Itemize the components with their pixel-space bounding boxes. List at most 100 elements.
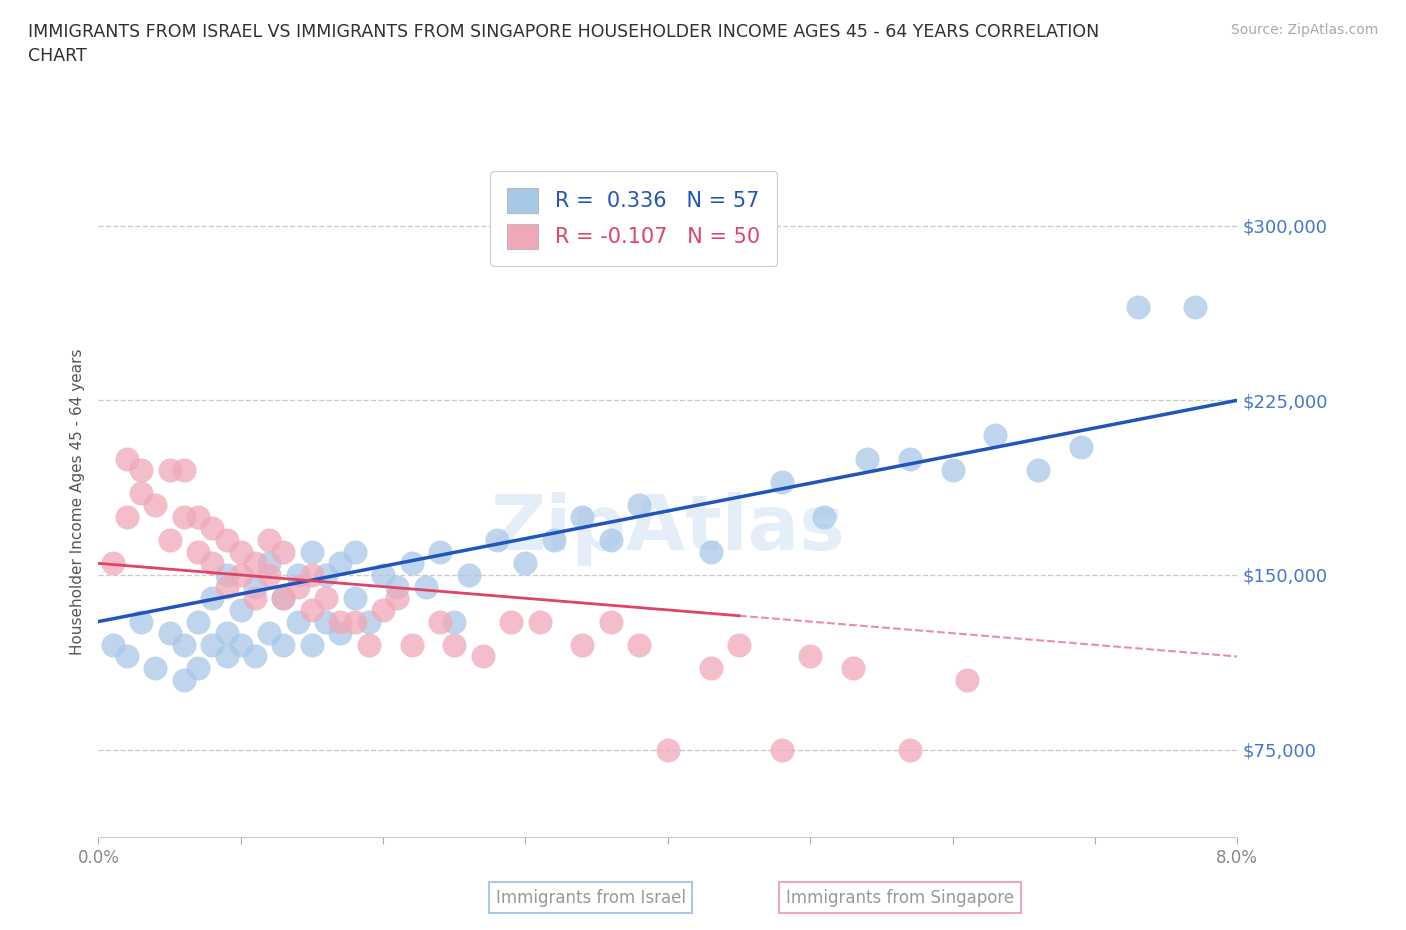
Point xyxy=(173,672,195,687)
Point xyxy=(201,591,224,605)
Point xyxy=(571,510,593,525)
Point xyxy=(956,672,979,687)
Point xyxy=(201,637,224,652)
Point xyxy=(229,567,252,582)
Point xyxy=(728,637,751,652)
Point xyxy=(115,451,138,466)
Point xyxy=(259,567,281,582)
Point xyxy=(429,614,451,629)
Point xyxy=(215,567,238,582)
Legend: R =  0.336   N = 57, R = -0.107   N = 50: R = 0.336 N = 57, R = -0.107 N = 50 xyxy=(491,171,778,266)
Point xyxy=(401,637,423,652)
Point xyxy=(215,626,238,641)
Point xyxy=(699,544,721,559)
Point xyxy=(329,626,352,641)
Point xyxy=(187,614,209,629)
Point xyxy=(813,510,835,525)
Point xyxy=(628,637,651,652)
Point xyxy=(343,614,366,629)
Point xyxy=(273,591,295,605)
Point xyxy=(145,660,167,675)
Point xyxy=(1070,440,1092,455)
Text: Immigrants from Singapore: Immigrants from Singapore xyxy=(786,889,1014,907)
Point xyxy=(301,637,323,652)
Point xyxy=(343,591,366,605)
Point xyxy=(129,486,152,501)
Point xyxy=(329,556,352,571)
Point xyxy=(243,556,266,571)
Point xyxy=(215,649,238,664)
Point xyxy=(357,614,380,629)
Point xyxy=(443,637,465,652)
Point xyxy=(842,660,865,675)
Point xyxy=(401,556,423,571)
Point xyxy=(115,649,138,664)
Point xyxy=(600,533,623,548)
Point xyxy=(942,463,965,478)
Text: Source: ZipAtlas.com: Source: ZipAtlas.com xyxy=(1230,23,1378,37)
Point xyxy=(357,637,380,652)
Point xyxy=(315,591,337,605)
Point xyxy=(201,521,224,536)
Point xyxy=(187,544,209,559)
Point xyxy=(301,603,323,618)
Point xyxy=(173,510,195,525)
Y-axis label: Householder Income Ages 45 - 64 years: Householder Income Ages 45 - 64 years xyxy=(69,349,84,656)
Point xyxy=(301,567,323,582)
Point xyxy=(501,614,523,629)
Point xyxy=(343,544,366,559)
Point xyxy=(415,579,437,594)
Point xyxy=(287,579,309,594)
Point xyxy=(799,649,821,664)
Point xyxy=(515,556,537,571)
Point xyxy=(770,742,793,757)
Point xyxy=(287,567,309,582)
Point xyxy=(273,637,295,652)
Point xyxy=(159,626,181,641)
Point xyxy=(229,544,252,559)
Point xyxy=(471,649,494,664)
Point xyxy=(1184,299,1206,314)
Point xyxy=(301,544,323,559)
Point xyxy=(1026,463,1049,478)
Text: Immigrants from Israel: Immigrants from Israel xyxy=(495,889,686,907)
Point xyxy=(243,591,266,605)
Point xyxy=(187,510,209,525)
Point xyxy=(600,614,623,629)
Point xyxy=(201,556,224,571)
Point xyxy=(273,591,295,605)
Point xyxy=(699,660,721,675)
Point xyxy=(129,463,152,478)
Point xyxy=(387,591,409,605)
Text: ZipAtlas: ZipAtlas xyxy=(491,492,845,566)
Point xyxy=(898,451,921,466)
Point xyxy=(387,579,409,594)
Point xyxy=(173,637,195,652)
Point xyxy=(129,614,152,629)
Point xyxy=(101,556,124,571)
Point xyxy=(1126,299,1149,314)
Point xyxy=(371,603,394,618)
Point xyxy=(315,614,337,629)
Point xyxy=(159,463,181,478)
Point xyxy=(329,614,352,629)
Point xyxy=(856,451,879,466)
Point xyxy=(429,544,451,559)
Point xyxy=(543,533,565,548)
Point xyxy=(259,626,281,641)
Point xyxy=(259,556,281,571)
Point xyxy=(215,533,238,548)
Point xyxy=(187,660,209,675)
Point xyxy=(770,474,793,489)
Point xyxy=(243,579,266,594)
Point xyxy=(215,579,238,594)
Point xyxy=(984,428,1007,443)
Point xyxy=(243,649,266,664)
Point xyxy=(371,567,394,582)
Point xyxy=(571,637,593,652)
Point xyxy=(657,742,679,757)
Text: IMMIGRANTS FROM ISRAEL VS IMMIGRANTS FROM SINGAPORE HOUSEHOLDER INCOME AGES 45 -: IMMIGRANTS FROM ISRAEL VS IMMIGRANTS FRO… xyxy=(28,23,1099,65)
Point xyxy=(287,614,309,629)
Point xyxy=(173,463,195,478)
Point xyxy=(259,533,281,548)
